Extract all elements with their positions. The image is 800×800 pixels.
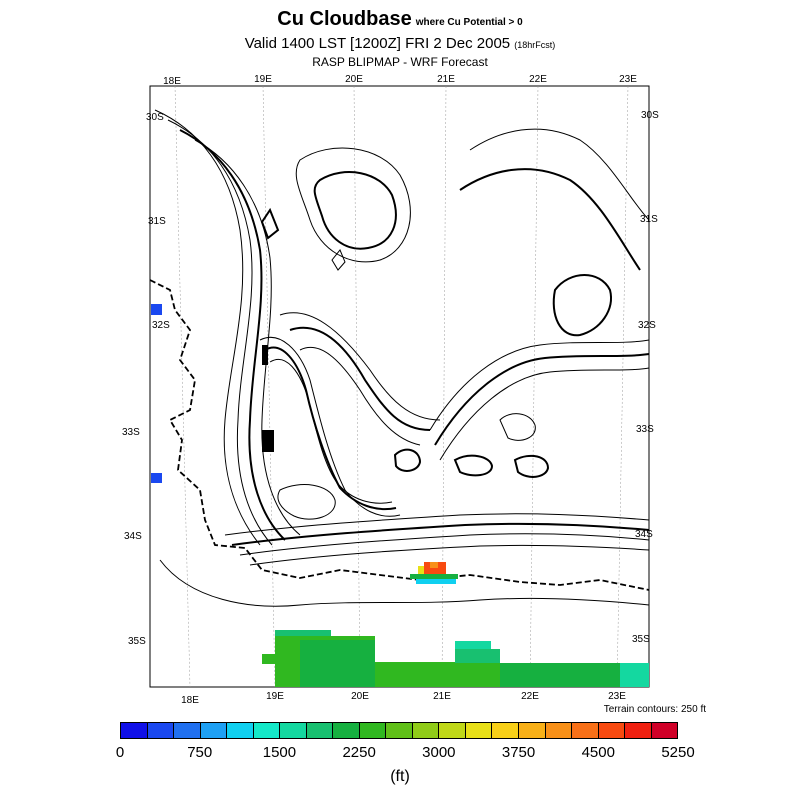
colorbar-tick-label: 5250 [661, 744, 695, 761]
colorbar-swatch [439, 723, 466, 738]
lon-label: 19E [266, 691, 284, 702]
lat-label: 35S [128, 636, 146, 647]
lat-label: 33S [636, 424, 654, 435]
colorbar-swatch [359, 723, 387, 738]
colorbar-swatch [651, 723, 678, 738]
colorbar-tick-label: 0 [115, 744, 125, 761]
lon-label: 19E [254, 74, 272, 85]
lat-label: 31S [148, 216, 166, 227]
lat-label: 34S [124, 531, 142, 542]
lon-label: 23E [619, 74, 637, 85]
cloudbase-cell [151, 304, 162, 315]
colorbar-swatch [412, 723, 440, 738]
colorbar-swatch [147, 723, 175, 738]
lon-label: 22E [521, 691, 539, 702]
colorbar-swatch [598, 723, 626, 738]
cloudbase-cell [151, 473, 162, 483]
colorbar-tick-label: 3750 [501, 744, 536, 761]
lon-labels-top: 18E 19E 20E 21E 22E 23E [163, 74, 637, 87]
lon-label: 18E [163, 76, 181, 87]
colorbar-swatch [121, 723, 148, 738]
lon-label: 22E [529, 74, 547, 85]
lat-label: 30S [641, 110, 659, 121]
colorbar-swatch [306, 723, 334, 738]
colorbar-swatch [174, 723, 201, 738]
colorbar-swatch [333, 723, 360, 738]
colorbar-swatch [465, 723, 493, 738]
valid-time-line: Valid 1400 LST [1200Z] FRI 2 Dec 2005 (1… [0, 35, 800, 52]
title-main: Cu Cloudbase [277, 8, 412, 30]
cloudbase-patch-ocean [262, 630, 649, 687]
graticule [174, 85, 629, 688]
colorbar-unit: (ft) [390, 768, 410, 785]
cloudbase-patch-coast [410, 562, 458, 584]
lat-label: 33S [122, 427, 140, 438]
lat-label: 32S [638, 320, 656, 331]
colorbar-swatch [280, 723, 307, 738]
colorbar-tick-label: 1500 [262, 744, 297, 761]
terrain-contour-note: Terrain contours: 250 ft [603, 704, 706, 715]
terrain-contours [154, 109, 650, 607]
colorbar-swatch [227, 723, 254, 738]
colorbar [120, 722, 678, 739]
lon-label: 21E [433, 691, 451, 702]
colorbar-tick-label: 4500 [581, 744, 615, 761]
lon-label: 20E [345, 74, 363, 85]
colorbar-swatch [518, 723, 546, 738]
lat-labels-right: 30S 31S 32S 33S 34S 35S [632, 110, 659, 645]
lon-label: 21E [437, 74, 455, 85]
colorbar-tick-label: 3000 [422, 744, 456, 761]
map-frame [149, 85, 650, 688]
lon-label: 18E [181, 695, 199, 706]
lat-labels-left: 30S 31S 32S 33S 34S 35S [122, 112, 170, 647]
map-title: Cu Cloudbase where Cu Potential > 0 [0, 8, 800, 31]
forecast-hours: (18hrFcst) [514, 40, 556, 50]
lon-labels-bottom: 18E 19E 20E 21E 22E 23E [181, 691, 626, 706]
colorbar-swatch [625, 723, 652, 738]
map-subtitle: RASP BLIPMAP - WRF Forecast [312, 55, 488, 69]
lat-label: 34S [635, 529, 653, 540]
coastline [149, 279, 650, 591]
colorbar-tick-label: 2250 [342, 744, 376, 761]
ridge-marker [262, 430, 274, 452]
ridge-marker [262, 345, 268, 365]
valid-time: Valid 1400 LST [1200Z] FRI 2 Dec 2005 [244, 35, 511, 52]
lat-label: 35S [632, 634, 650, 645]
colorbar-swatch [386, 723, 413, 738]
lat-label: 31S [640, 214, 658, 225]
lat-label: 32S [152, 320, 170, 331]
lon-label: 23E [608, 691, 626, 702]
colorbar-swatch [253, 723, 281, 738]
lon-label: 20E [351, 691, 369, 702]
colorbar-tick-label: 750 [187, 744, 213, 761]
colorbar-swatch [200, 723, 228, 738]
colorbar-swatch [545, 723, 573, 738]
colorbar-swatch [492, 723, 519, 738]
title-qualifier: where Cu Potential > 0 [415, 17, 523, 28]
lat-label: 30S [146, 112, 164, 123]
colorbar-swatch [572, 723, 599, 738]
